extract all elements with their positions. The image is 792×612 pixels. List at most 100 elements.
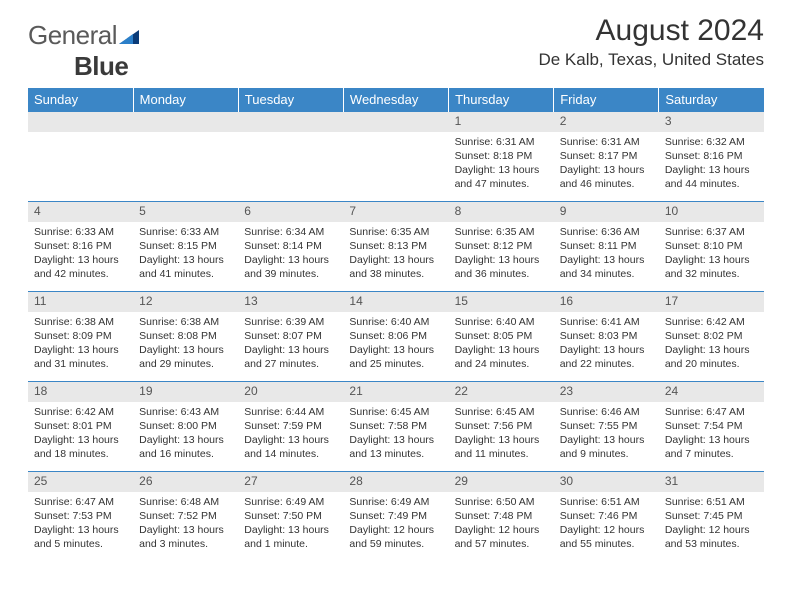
daylight-line: Daylight: 13 hours and 31 minutes.	[34, 343, 127, 371]
weekday-header: Tuesday	[238, 88, 343, 112]
calendar-day-cell: 15Sunrise: 6:40 AMSunset: 8:05 PMDayligh…	[449, 292, 554, 382]
day-details: Sunrise: 6:51 AMSunset: 7:46 PMDaylight:…	[554, 492, 659, 556]
logo-triangle-icon	[119, 20, 139, 51]
sunset-line: Sunset: 8:05 PM	[455, 329, 548, 343]
day-number: 30	[554, 472, 659, 492]
logo: General Blue	[28, 14, 139, 82]
daylight-line: Daylight: 13 hours and 32 minutes.	[665, 253, 758, 281]
calendar-day-cell: 10Sunrise: 6:37 AMSunset: 8:10 PMDayligh…	[659, 202, 764, 292]
sunset-line: Sunset: 8:01 PM	[34, 419, 127, 433]
calendar-day-cell: 1Sunrise: 6:31 AMSunset: 8:18 PMDaylight…	[449, 112, 554, 202]
calendar-week-row: 18Sunrise: 6:42 AMSunset: 8:01 PMDayligh…	[28, 382, 764, 472]
day-details: Sunrise: 6:42 AMSunset: 8:01 PMDaylight:…	[28, 402, 133, 466]
calendar-week-row: 4Sunrise: 6:33 AMSunset: 8:16 PMDaylight…	[28, 202, 764, 292]
sunset-line: Sunset: 8:09 PM	[34, 329, 127, 343]
day-number: 29	[449, 472, 554, 492]
day-number: 28	[343, 472, 448, 492]
calendar-day-cell: 21Sunrise: 6:45 AMSunset: 7:58 PMDayligh…	[343, 382, 448, 472]
calendar-day-cell	[238, 112, 343, 202]
sunrise-line: Sunrise: 6:45 AM	[349, 405, 442, 419]
day-number: 3	[659, 112, 764, 132]
sunrise-line: Sunrise: 6:47 AM	[34, 495, 127, 509]
day-number: 18	[28, 382, 133, 402]
calendar-day-cell: 9Sunrise: 6:36 AMSunset: 8:11 PMDaylight…	[554, 202, 659, 292]
sunset-line: Sunset: 8:16 PM	[34, 239, 127, 253]
day-details: Sunrise: 6:31 AMSunset: 8:17 PMDaylight:…	[554, 132, 659, 196]
calendar-day-cell: 27Sunrise: 6:49 AMSunset: 7:50 PMDayligh…	[238, 472, 343, 562]
calendar-week-row: 25Sunrise: 6:47 AMSunset: 7:53 PMDayligh…	[28, 472, 764, 562]
calendar-day-cell: 16Sunrise: 6:41 AMSunset: 8:03 PMDayligh…	[554, 292, 659, 382]
sunset-line: Sunset: 8:08 PM	[139, 329, 232, 343]
sunrise-line: Sunrise: 6:40 AM	[455, 315, 548, 329]
calendar-day-cell: 3Sunrise: 6:32 AMSunset: 8:16 PMDaylight…	[659, 112, 764, 202]
logo-word2: Blue	[74, 51, 128, 81]
daylight-line: Daylight: 13 hours and 24 minutes.	[455, 343, 548, 371]
weekday-header: Monday	[133, 88, 238, 112]
day-details: Sunrise: 6:41 AMSunset: 8:03 PMDaylight:…	[554, 312, 659, 376]
day-number: 24	[659, 382, 764, 402]
sunset-line: Sunset: 8:02 PM	[665, 329, 758, 343]
month-title: August 2024	[538, 14, 764, 48]
day-details: Sunrise: 6:37 AMSunset: 8:10 PMDaylight:…	[659, 222, 764, 286]
daylight-line: Daylight: 12 hours and 55 minutes.	[560, 523, 653, 551]
day-details: Sunrise: 6:42 AMSunset: 8:02 PMDaylight:…	[659, 312, 764, 376]
sunrise-line: Sunrise: 6:46 AM	[560, 405, 653, 419]
calendar-day-cell: 4Sunrise: 6:33 AMSunset: 8:16 PMDaylight…	[28, 202, 133, 292]
calendar-day-cell: 5Sunrise: 6:33 AMSunset: 8:15 PMDaylight…	[133, 202, 238, 292]
sunset-line: Sunset: 7:46 PM	[560, 509, 653, 523]
calendar-day-cell: 11Sunrise: 6:38 AMSunset: 8:09 PMDayligh…	[28, 292, 133, 382]
sunrise-line: Sunrise: 6:51 AM	[560, 495, 653, 509]
sunset-line: Sunset: 8:17 PM	[560, 149, 653, 163]
title-block: August 2024 De Kalb, Texas, United State…	[538, 14, 764, 70]
day-number: 27	[238, 472, 343, 492]
sunrise-line: Sunrise: 6:48 AM	[139, 495, 232, 509]
calendar-day-cell: 12Sunrise: 6:38 AMSunset: 8:08 PMDayligh…	[133, 292, 238, 382]
sunset-line: Sunset: 8:18 PM	[455, 149, 548, 163]
day-number: 26	[133, 472, 238, 492]
day-number: 8	[449, 202, 554, 222]
day-number: 6	[238, 202, 343, 222]
calendar-day-cell	[28, 112, 133, 202]
calendar-day-cell: 19Sunrise: 6:43 AMSunset: 8:00 PMDayligh…	[133, 382, 238, 472]
sunrise-line: Sunrise: 6:42 AM	[665, 315, 758, 329]
sunset-line: Sunset: 8:10 PM	[665, 239, 758, 253]
day-details: Sunrise: 6:34 AMSunset: 8:14 PMDaylight:…	[238, 222, 343, 286]
sunrise-line: Sunrise: 6:51 AM	[665, 495, 758, 509]
daylight-line: Daylight: 12 hours and 53 minutes.	[665, 523, 758, 551]
calendar-day-cell: 24Sunrise: 6:47 AMSunset: 7:54 PMDayligh…	[659, 382, 764, 472]
day-details: Sunrise: 6:33 AMSunset: 8:15 PMDaylight:…	[133, 222, 238, 286]
sunset-line: Sunset: 7:56 PM	[455, 419, 548, 433]
sunrise-line: Sunrise: 6:45 AM	[455, 405, 548, 419]
daylight-line: Daylight: 12 hours and 59 minutes.	[349, 523, 442, 551]
day-number: 23	[554, 382, 659, 402]
day-details: Sunrise: 6:47 AMSunset: 7:53 PMDaylight:…	[28, 492, 133, 556]
day-details: Sunrise: 6:49 AMSunset: 7:49 PMDaylight:…	[343, 492, 448, 556]
location: De Kalb, Texas, United States	[538, 50, 764, 70]
sunset-line: Sunset: 8:12 PM	[455, 239, 548, 253]
sunrise-line: Sunrise: 6:33 AM	[139, 225, 232, 239]
daylight-line: Daylight: 13 hours and 36 minutes.	[455, 253, 548, 281]
day-number: 12	[133, 292, 238, 312]
day-number: 1	[449, 112, 554, 132]
calendar-table: SundayMondayTuesdayWednesdayThursdayFrid…	[28, 88, 764, 562]
calendar-day-cell: 22Sunrise: 6:45 AMSunset: 7:56 PMDayligh…	[449, 382, 554, 472]
daylight-line: Daylight: 13 hours and 27 minutes.	[244, 343, 337, 371]
day-details: Sunrise: 6:36 AMSunset: 8:11 PMDaylight:…	[554, 222, 659, 286]
day-number: 13	[238, 292, 343, 312]
sunset-line: Sunset: 7:45 PM	[665, 509, 758, 523]
day-number: 21	[343, 382, 448, 402]
calendar-day-cell: 31Sunrise: 6:51 AMSunset: 7:45 PMDayligh…	[659, 472, 764, 562]
day-number: 7	[343, 202, 448, 222]
sunrise-line: Sunrise: 6:42 AM	[34, 405, 127, 419]
logo-word1: General	[28, 20, 117, 50]
calendar-day-cell: 26Sunrise: 6:48 AMSunset: 7:52 PMDayligh…	[133, 472, 238, 562]
daylight-line: Daylight: 12 hours and 57 minutes.	[455, 523, 548, 551]
day-details: Sunrise: 6:35 AMSunset: 8:13 PMDaylight:…	[343, 222, 448, 286]
calendar-day-cell: 29Sunrise: 6:50 AMSunset: 7:48 PMDayligh…	[449, 472, 554, 562]
sunset-line: Sunset: 7:52 PM	[139, 509, 232, 523]
day-number: 9	[554, 202, 659, 222]
calendar-day-cell: 17Sunrise: 6:42 AMSunset: 8:02 PMDayligh…	[659, 292, 764, 382]
sunset-line: Sunset: 8:13 PM	[349, 239, 442, 253]
day-details: Sunrise: 6:31 AMSunset: 8:18 PMDaylight:…	[449, 132, 554, 196]
daylight-line: Daylight: 13 hours and 9 minutes.	[560, 433, 653, 461]
